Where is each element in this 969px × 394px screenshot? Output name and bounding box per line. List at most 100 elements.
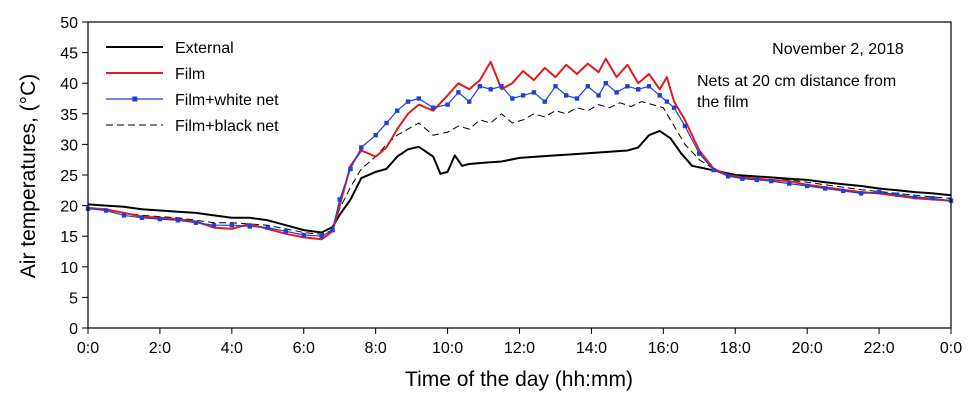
series-point <box>301 232 306 238</box>
series-point <box>646 84 652 89</box>
series-point <box>467 99 472 104</box>
series-point <box>711 167 716 173</box>
series-point <box>157 216 163 222</box>
series-point <box>247 224 252 229</box>
series-point <box>725 174 731 179</box>
y-tick-label: 5 <box>69 290 78 307</box>
series-point <box>564 93 569 98</box>
series-point <box>456 90 461 95</box>
chart-annotation-date: November 2, 2018 <box>772 41 904 58</box>
series-point <box>754 177 759 183</box>
legend-label: Film <box>175 66 205 83</box>
series-point <box>416 96 421 101</box>
x-tick-label: 0:0 <box>77 340 99 357</box>
series-point <box>664 99 670 104</box>
x-axis-title: Time of the day (hh:mm) <box>405 368 633 391</box>
series-line-0 <box>87 129 952 234</box>
series-point <box>337 197 342 202</box>
series-point <box>103 208 109 213</box>
legend: External Film Film+white net Film+black net <box>106 40 279 135</box>
series-point <box>671 105 677 110</box>
legend-marker <box>132 96 138 102</box>
y-axis-ticks <box>82 21 88 329</box>
series-point <box>574 96 580 101</box>
series-point <box>840 188 846 194</box>
series-point <box>596 93 601 98</box>
series-point <box>265 225 270 230</box>
plot-lines <box>85 57 954 241</box>
series-point <box>384 120 389 126</box>
series-point <box>520 93 526 98</box>
series-point <box>585 84 590 89</box>
x-tick-label: 8:0 <box>365 340 387 357</box>
series-point <box>139 215 145 220</box>
y-tick-label: 15 <box>60 229 78 246</box>
series-point <box>603 81 608 86</box>
legend-label: Film+black net <box>175 118 279 135</box>
x-tick-label: 14:0 <box>576 340 607 357</box>
series-point <box>531 90 537 95</box>
series-point <box>229 223 234 228</box>
y-tick-label: 25 <box>60 168 78 185</box>
series-point <box>175 218 181 223</box>
x-tick-label: 2:0 <box>149 340 171 357</box>
series-point <box>876 189 882 195</box>
series-point <box>542 99 547 104</box>
series-point <box>614 90 619 95</box>
x-axis-ticks <box>87 328 952 334</box>
y-tick-label: 10 <box>60 260 78 277</box>
y-tick-label: 20 <box>60 199 78 216</box>
series-point <box>657 93 662 98</box>
series-point <box>283 229 288 234</box>
series-point <box>625 84 630 89</box>
series-point <box>553 84 558 89</box>
series-point <box>121 213 127 218</box>
series-point <box>405 99 411 104</box>
series-point <box>445 102 450 107</box>
legend-label: External <box>175 40 234 57</box>
x-tick-label: 16:0 <box>648 340 679 357</box>
y-axis-tick-labels: 0 5 10 15 20 25 30 35 40 45 50 <box>60 15 78 338</box>
series-point <box>359 145 364 150</box>
x-tick-label: 20:0 <box>792 340 823 357</box>
x-tick-label: 4:0 <box>221 340 243 357</box>
series-point <box>477 84 483 89</box>
y-tick-label: 50 <box>60 15 78 32</box>
x-tick-label: 22:0 <box>864 340 895 357</box>
x-tick-label: 18:0 <box>720 340 751 357</box>
series-line-2 <box>87 82 952 237</box>
series-point <box>510 96 515 101</box>
x-tick-label: 0:0 <box>940 340 962 357</box>
y-tick-label: 40 <box>60 76 78 93</box>
series-point <box>395 108 400 113</box>
series-point <box>319 234 324 239</box>
y-tick-label: 0 <box>69 321 78 338</box>
y-tick-label: 35 <box>60 107 78 124</box>
series-point <box>858 191 864 196</box>
chart-annotation-nets: Nets at 20 cm distance from <box>697 73 896 90</box>
x-tick-label: 12:0 <box>504 340 535 357</box>
series-point <box>697 151 702 156</box>
series-point <box>348 166 353 172</box>
chart-annotation-film: the film <box>697 94 749 111</box>
y-tick-label: 45 <box>60 46 78 63</box>
series-point <box>769 178 774 184</box>
y-tick-label: 30 <box>60 137 78 154</box>
series-point <box>636 87 641 92</box>
y-axis-title: Air temperatures, (°C) <box>17 74 40 278</box>
series-point <box>431 105 436 110</box>
x-tick-label: 6:0 <box>293 340 315 357</box>
series-point <box>787 181 792 186</box>
series-point <box>822 186 828 191</box>
series-point <box>912 194 918 200</box>
series-point <box>488 87 493 92</box>
series-point <box>805 183 810 189</box>
series-point <box>894 192 900 197</box>
series-point <box>373 133 378 138</box>
series-point <box>930 196 936 201</box>
series-point <box>740 176 745 181</box>
series-point <box>499 84 504 89</box>
series-point <box>211 223 217 228</box>
